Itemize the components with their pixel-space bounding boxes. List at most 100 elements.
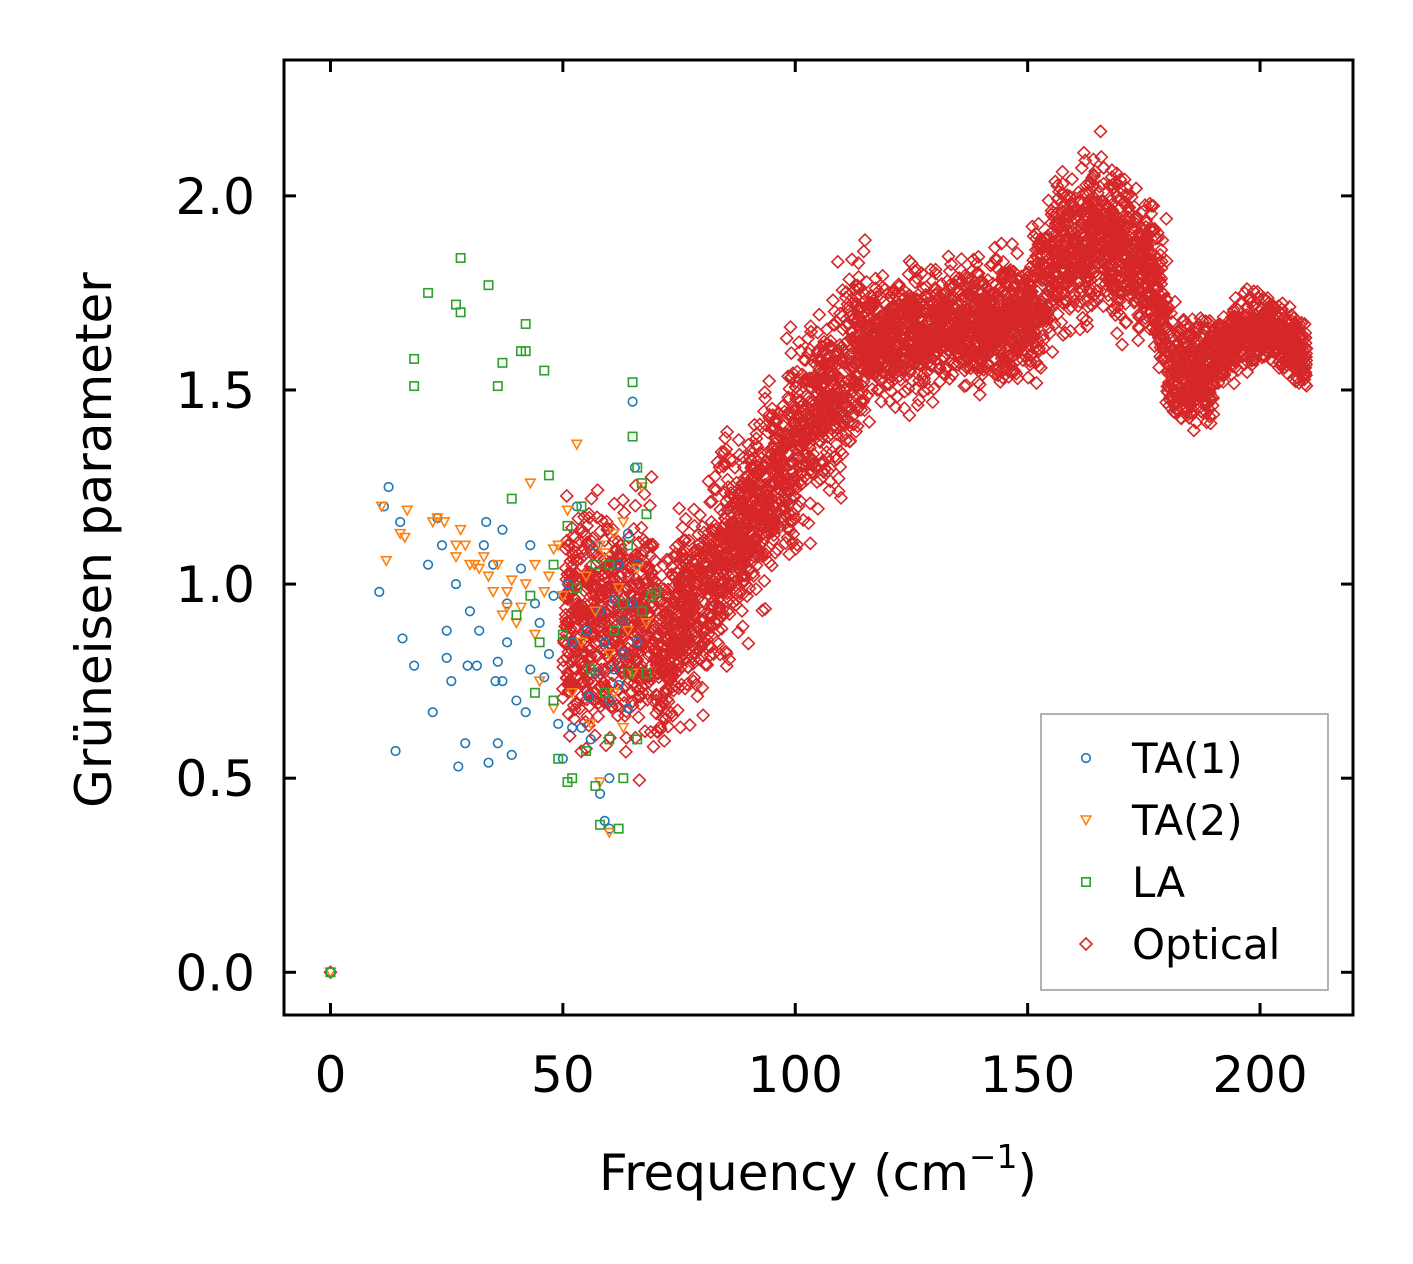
data-point bbox=[1048, 174, 1063, 189]
data-point bbox=[911, 392, 927, 408]
data-point bbox=[1074, 160, 1089, 176]
data-point bbox=[711, 549, 727, 565]
data-point bbox=[1107, 270, 1123, 285]
data-point bbox=[862, 297, 877, 312]
data-point bbox=[682, 641, 697, 656]
data-point bbox=[882, 370, 897, 385]
data-point bbox=[581, 578, 596, 593]
data-point bbox=[804, 462, 819, 477]
data-point bbox=[884, 384, 899, 399]
data-point bbox=[1167, 294, 1183, 309]
data-point bbox=[667, 678, 682, 693]
data-point bbox=[796, 512, 811, 528]
data-point bbox=[897, 384, 912, 399]
data-point bbox=[939, 330, 954, 346]
data-point bbox=[606, 534, 621, 549]
data-point bbox=[672, 642, 687, 657]
data-point bbox=[1031, 341, 1047, 356]
data-point bbox=[719, 554, 735, 569]
data-point bbox=[932, 361, 947, 376]
data-point bbox=[1219, 335, 1235, 350]
data-point bbox=[910, 350, 925, 365]
data-point bbox=[1123, 266, 1138, 282]
data-point bbox=[1266, 335, 1282, 351]
data-point bbox=[735, 586, 751, 601]
data-point bbox=[674, 620, 689, 635]
data-point bbox=[672, 577, 687, 592]
data-point bbox=[842, 399, 858, 415]
data-point bbox=[758, 601, 773, 617]
data-point bbox=[1285, 321, 1300, 336]
data-point bbox=[1129, 209, 1145, 224]
data-point bbox=[906, 341, 922, 356]
data-point bbox=[1039, 239, 1055, 255]
data-point bbox=[802, 374, 817, 389]
data-point bbox=[922, 330, 938, 345]
data-point bbox=[902, 253, 917, 269]
data-point bbox=[1068, 243, 1083, 258]
data-point bbox=[644, 469, 659, 485]
data-point bbox=[996, 254, 1011, 270]
data-point bbox=[1036, 340, 1051, 356]
data-point bbox=[926, 381, 941, 396]
data-point bbox=[584, 613, 599, 629]
data-point bbox=[838, 433, 853, 448]
data-point bbox=[977, 318, 992, 333]
data-point bbox=[1189, 379, 1204, 395]
data-point bbox=[1010, 246, 1025, 261]
data-point bbox=[646, 739, 661, 754]
data-point bbox=[812, 363, 827, 378]
data-point bbox=[1026, 309, 1041, 324]
data-point bbox=[621, 654, 637, 670]
data-point bbox=[970, 265, 986, 280]
data-point bbox=[1157, 338, 1172, 353]
data-point bbox=[641, 560, 656, 575]
data-point bbox=[1130, 254, 1145, 270]
data-point bbox=[688, 641, 703, 656]
data-point bbox=[1186, 351, 1201, 366]
data-point bbox=[652, 719, 668, 735]
data-point bbox=[682, 717, 697, 733]
data-point bbox=[631, 535, 646, 550]
data-point bbox=[1114, 337, 1130, 352]
data-point bbox=[796, 352, 812, 367]
data-point bbox=[815, 456, 831, 471]
data-point bbox=[1107, 288, 1122, 303]
data-point bbox=[1093, 276, 1108, 291]
data-points bbox=[323, 124, 1314, 980]
data-point bbox=[706, 482, 722, 497]
data-point bbox=[665, 669, 681, 684]
data-point bbox=[839, 381, 855, 396]
data-point bbox=[739, 588, 755, 604]
data-point bbox=[1110, 299, 1125, 315]
data-point bbox=[686, 670, 702, 685]
data-point bbox=[725, 453, 740, 468]
data-point bbox=[1024, 347, 1039, 363]
data-point bbox=[871, 284, 886, 299]
data-point bbox=[825, 399, 840, 415]
data-point bbox=[663, 672, 678, 688]
data-point bbox=[1031, 238, 1046, 253]
data-point bbox=[665, 637, 680, 653]
data-point bbox=[1032, 313, 1047, 329]
data-point bbox=[816, 334, 832, 349]
data-point bbox=[1087, 264, 1103, 280]
data-point bbox=[792, 394, 807, 409]
data-point bbox=[1055, 176, 1070, 191]
data-point bbox=[1009, 340, 1024, 355]
data-point bbox=[882, 289, 898, 304]
data-point bbox=[989, 363, 1004, 378]
data-point bbox=[594, 662, 609, 677]
data-point bbox=[597, 533, 612, 548]
data-point bbox=[710, 455, 725, 470]
data-point bbox=[772, 424, 787, 439]
data-point bbox=[647, 641, 662, 656]
data-point bbox=[1246, 298, 1261, 313]
data-point bbox=[891, 277, 906, 292]
data-point bbox=[1161, 375, 1176, 390]
data-point bbox=[1037, 268, 1053, 283]
data-point bbox=[780, 369, 796, 384]
data-point bbox=[589, 510, 605, 525]
data-point bbox=[980, 272, 995, 288]
data-point bbox=[811, 343, 826, 358]
